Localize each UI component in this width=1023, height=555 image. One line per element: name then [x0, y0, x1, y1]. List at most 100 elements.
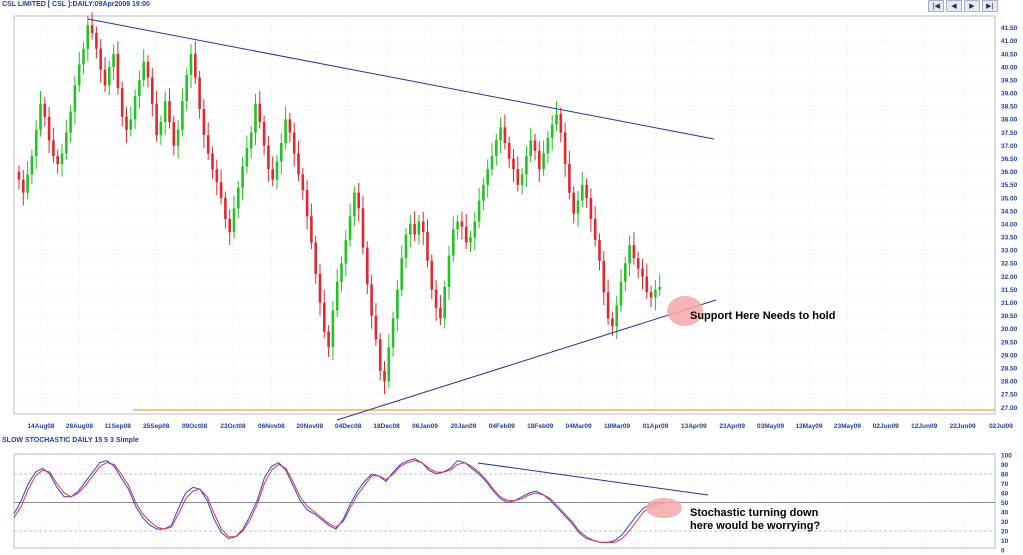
- price-y-tick-label: 32.00: [1001, 274, 1018, 281]
- first-icon[interactable]: |◀: [928, 0, 944, 12]
- candle-body: [417, 221, 421, 235]
- candle-body: [176, 129, 180, 146]
- candle-body: [43, 103, 47, 117]
- candle-body: [460, 221, 464, 227]
- candle-body: [219, 182, 223, 198]
- x-tick-label: 18Dec08: [373, 423, 400, 430]
- candle-body: [542, 153, 545, 170]
- candle-body: [533, 140, 537, 151]
- candle-body: [378, 339, 382, 371]
- x-tick-label: 06Jan09: [412, 423, 438, 430]
- candle-body: [598, 239, 601, 261]
- candle-body: [228, 218, 231, 233]
- x-tick-label: 25Sep08: [143, 423, 170, 430]
- candle-body: [297, 153, 300, 175]
- candle-body: [249, 132, 253, 149]
- candle-body: [129, 119, 133, 130]
- candle-body: [155, 103, 158, 136]
- candle-body: [288, 119, 292, 133]
- candle-body: [619, 281, 623, 306]
- x-tick-label: 02Jul09: [989, 423, 1013, 430]
- x-tick-label: 23May09: [834, 423, 861, 430]
- candle-body: [357, 192, 360, 209]
- price-y-tick-label: 30.50: [1001, 313, 1018, 320]
- candle-body: [258, 103, 262, 123]
- x-tick-label: 04Dec08: [335, 423, 362, 430]
- candle-body: [572, 192, 575, 214]
- candle-body: [305, 190, 309, 217]
- candle-body: [538, 150, 541, 170]
- stochastic-y-tick-label: 80: [1001, 471, 1009, 478]
- candle-body: [34, 129, 38, 157]
- price-y-tick-label: 34.50: [1001, 208, 1018, 215]
- x-tick-label: 09Oct08: [182, 423, 208, 430]
- candle-body: [215, 169, 219, 183]
- candle-body: [469, 237, 472, 243]
- candle-body: [39, 103, 42, 130]
- candle-body: [563, 132, 567, 164]
- price-y-tick-label: 28.00: [1001, 379, 1018, 386]
- stochastic-y-tick-label: 70: [1001, 481, 1009, 488]
- candle-body: [314, 242, 317, 274]
- candle-body: [353, 192, 356, 217]
- stochastic-annotation-line1: Stochastic turning down: [690, 507, 819, 519]
- stochastic-y-tick-label: 10: [1001, 538, 1009, 545]
- candle-body: [443, 287, 446, 319]
- candle-body: [507, 142, 511, 159]
- candle-body: [439, 307, 442, 319]
- candle-body: [568, 163, 571, 193]
- candle-body: [335, 281, 339, 311]
- candle-body: [516, 169, 520, 185]
- candle-body: [559, 114, 563, 133]
- support-highlight-ellipse: [667, 296, 703, 326]
- candle-body: [404, 234, 408, 259]
- x-tick-label: 04Mar09: [566, 423, 592, 430]
- candle-body: [271, 169, 274, 180]
- candle-body: [546, 137, 550, 154]
- x-tick-label: 06Nov08: [258, 423, 285, 430]
- candle-body: [348, 216, 352, 240]
- price-y-tick-label: 38.50: [1001, 104, 1018, 111]
- candle-body: [426, 232, 429, 261]
- stochastic-y-tick-label: 60: [1001, 490, 1009, 497]
- stochastic-annotation-line2: here would be worrying?: [690, 520, 820, 532]
- price-y-tick-label: 32.50: [1001, 261, 1018, 268]
- candle-body: [108, 67, 111, 86]
- candle-body: [430, 260, 434, 290]
- price-y-tick-label: 39.50: [1001, 77, 1018, 84]
- stochastic-y-tick-label: 0: [1001, 547, 1005, 554]
- candle-body: [434, 289, 438, 308]
- price-y-tick-label: 31.50: [1001, 287, 1018, 294]
- price-y-tick-label: 27.50: [1001, 392, 1018, 399]
- candle-body: [490, 156, 494, 170]
- candle-body: [464, 226, 468, 243]
- prev-icon[interactable]: ◀: [946, 0, 962, 12]
- candle-body: [159, 122, 163, 136]
- candle-body: [86, 25, 90, 49]
- stochastic-y-tick-label: 30: [1001, 519, 1009, 526]
- price-panel-frame: [13, 15, 996, 415]
- price-chart-title: CSL LIMITED [ CSL ]:DAILY:09Apr2009 19:0…: [2, 1, 150, 8]
- price-y-tick-label: 28.50: [1001, 365, 1018, 372]
- price-y-tick-label: 33.50: [1001, 235, 1018, 242]
- stochastic-trendline: [477, 462, 709, 496]
- candle-body: [473, 221, 477, 238]
- candle-body: [116, 53, 120, 89]
- candle-body: [593, 218, 597, 240]
- candle-body: [615, 305, 618, 327]
- candle-body: [327, 331, 330, 348]
- candle-body: [275, 161, 279, 180]
- candle-body: [60, 153, 64, 164]
- candle-body: [409, 224, 412, 235]
- last-icon[interactable]: ▶|: [982, 0, 998, 12]
- candle-body: [52, 140, 55, 157]
- candle-body: [280, 142, 283, 162]
- candle-body: [503, 127, 507, 143]
- candle-body: [267, 145, 270, 170]
- next-icon[interactable]: ▶: [964, 0, 980, 12]
- candle-body: [194, 53, 197, 78]
- candle-body: [486, 169, 489, 185]
- candle-body: [198, 77, 201, 109]
- candle-body: [142, 61, 145, 81]
